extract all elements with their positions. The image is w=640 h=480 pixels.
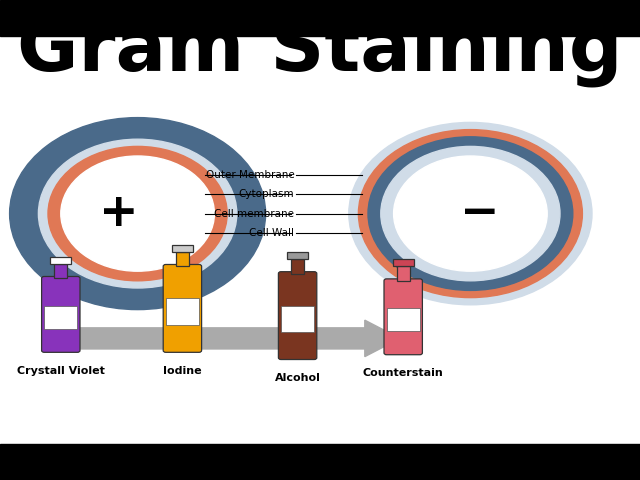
Bar bbox=[387, 308, 420, 331]
Bar bbox=[397, 266, 410, 281]
Bar bbox=[166, 298, 199, 325]
Text: Counterstain: Counterstain bbox=[363, 368, 444, 378]
Text: Cell Wall: Cell Wall bbox=[250, 228, 294, 238]
FancyBboxPatch shape bbox=[278, 272, 317, 360]
Circle shape bbox=[381, 146, 560, 281]
Circle shape bbox=[10, 118, 266, 310]
Circle shape bbox=[38, 139, 237, 288]
Bar bbox=[172, 245, 193, 252]
Text: Cell membrane: Cell membrane bbox=[214, 209, 294, 218]
Text: −: − bbox=[460, 191, 500, 236]
Text: Cytoplasm: Cytoplasm bbox=[239, 190, 294, 199]
Bar bbox=[281, 306, 314, 332]
Circle shape bbox=[349, 122, 592, 305]
Text: Iodine: Iodine bbox=[163, 366, 202, 376]
FancyBboxPatch shape bbox=[42, 276, 80, 352]
FancyBboxPatch shape bbox=[384, 279, 422, 355]
Bar bbox=[287, 252, 308, 259]
Bar bbox=[44, 306, 77, 329]
Text: +: + bbox=[99, 191, 138, 236]
Polygon shape bbox=[77, 320, 400, 357]
Bar bbox=[51, 257, 71, 264]
Bar bbox=[54, 264, 67, 278]
Text: Crystall Violet: Crystall Violet bbox=[17, 366, 105, 376]
Circle shape bbox=[394, 156, 547, 271]
Bar bbox=[393, 259, 413, 266]
Bar bbox=[176, 252, 189, 266]
Circle shape bbox=[368, 137, 573, 290]
Circle shape bbox=[61, 156, 214, 271]
FancyBboxPatch shape bbox=[163, 264, 202, 352]
Text: Alcohol: Alcohol bbox=[275, 373, 321, 383]
Circle shape bbox=[48, 146, 227, 281]
Circle shape bbox=[358, 130, 582, 298]
Bar bbox=[291, 259, 304, 274]
Text: Gram Staining: Gram Staining bbox=[17, 13, 623, 87]
Text: Outer Membrane: Outer Membrane bbox=[205, 170, 294, 180]
